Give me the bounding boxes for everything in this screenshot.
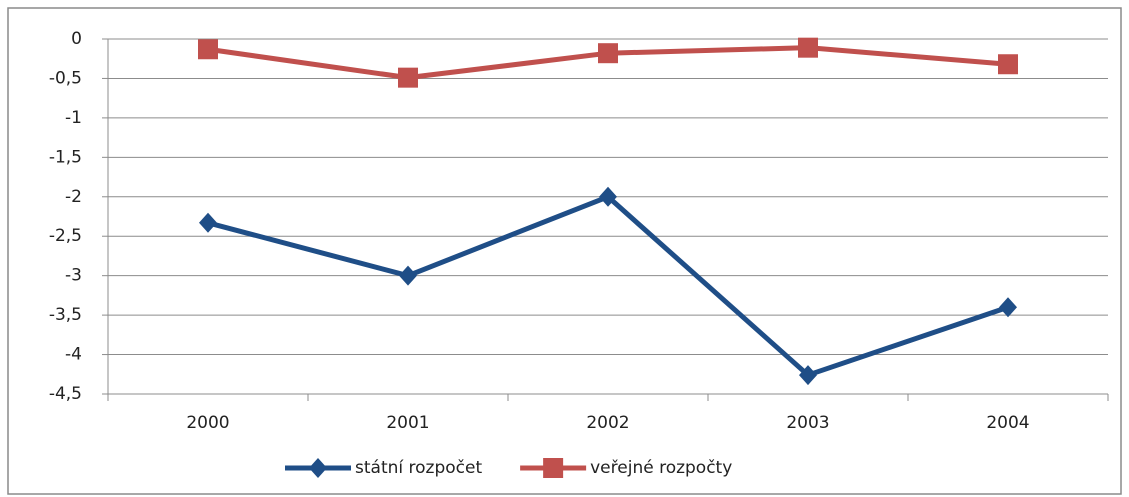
y-tick-label: -4: [65, 345, 82, 365]
point-marker: [999, 297, 1017, 318]
point-marker: [198, 39, 218, 60]
series: [198, 37, 1018, 88]
point-marker: [543, 458, 564, 478]
point-marker: [598, 43, 618, 64]
y-tick-label: -2: [65, 187, 82, 207]
legend-label: státní rozpočet: [355, 458, 482, 478]
y-tick-label: -3: [65, 266, 82, 286]
legend-label: veřejné rozpočty: [590, 458, 732, 478]
y-tick-label: -3,5: [49, 305, 82, 325]
y-tick-label: -2,5: [49, 226, 82, 246]
x-tick-label: 2004: [986, 413, 1029, 433]
y-tick-label: -1,5: [49, 147, 82, 167]
x-tick-label: 2003: [786, 413, 829, 433]
chart-frame: [7, 7, 1122, 495]
series: [199, 186, 1017, 386]
y-tick-label: -0,5: [49, 68, 82, 88]
point-marker: [998, 54, 1018, 75]
point-marker: [798, 37, 818, 58]
point-marker: [599, 186, 617, 207]
point-marker: [309, 458, 327, 478]
point-marker: [399, 265, 417, 286]
y-tick-label: -4,5: [49, 384, 82, 404]
y-tick-label: -1: [65, 108, 82, 128]
y-tick-label: 0: [71, 29, 82, 49]
point-marker: [199, 212, 217, 233]
x-tick-label: 2001: [386, 413, 429, 433]
legend: státní rozpočet veřejné rozpočty: [285, 458, 732, 478]
x-tick-label: 2000: [186, 413, 229, 433]
point-marker: [799, 365, 817, 386]
point-marker: [398, 67, 418, 88]
x-tick-label: 2002: [586, 413, 629, 433]
